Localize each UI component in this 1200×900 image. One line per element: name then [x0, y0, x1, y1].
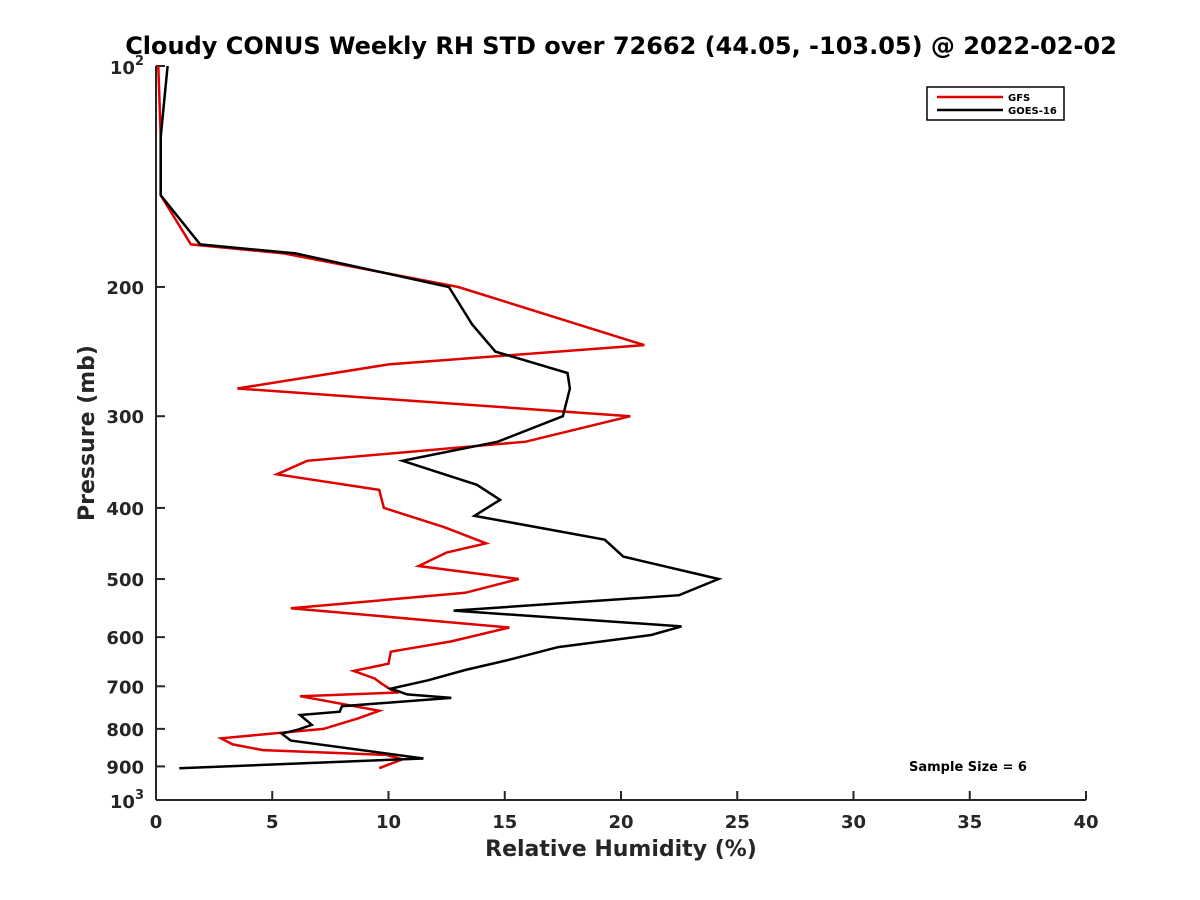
- x-tick-label: 35: [957, 812, 982, 833]
- x-tick-label: 5: [266, 812, 279, 833]
- x-tick-label: 15: [492, 812, 517, 833]
- sample-size-annotation: Sample Size = 6: [909, 760, 1027, 775]
- x-tick-label: 30: [841, 812, 866, 833]
- y-tick-label: 900: [106, 757, 144, 778]
- x-axis-label: Relative Humidity (%): [485, 837, 757, 862]
- chart-title: Cloudy CONUS Weekly RH STD over 72662 (4…: [125, 32, 1117, 60]
- legend-label-gfs: GFS: [1008, 93, 1030, 104]
- plot-area: 0 5 10 15 20 25 30 35 40 10220030040050060070080…: [106, 54, 1098, 833]
- y-tick-label: 700: [106, 677, 144, 698]
- y-tick-label: 200: [106, 278, 144, 299]
- y-tick-label-exponent: 3: [135, 788, 144, 803]
- y-tick-label: 500: [106, 570, 144, 591]
- x-tick-label: 0: [150, 812, 163, 833]
- x-tick-label: 10: [376, 812, 401, 833]
- y-tick-label-base: 10: [110, 58, 135, 79]
- legend-label-goes-16: GOES-16: [1008, 106, 1057, 117]
- y-tick-label: 600: [106, 628, 144, 649]
- y-tick-label-power: 102: [110, 54, 144, 79]
- legend-box: [926, 86, 1065, 121]
- series-line-gfs: [157, 65, 645, 770]
- y-tick-label: 300: [106, 407, 144, 428]
- x-tick-label: 40: [1073, 812, 1098, 833]
- y-tick-label-power: 103: [110, 788, 144, 813]
- y-tick-label-base: 10: [110, 792, 135, 813]
- y-tick-label-exponent: 2: [135, 54, 144, 69]
- legend: GFS GOES-16: [926, 86, 1065, 121]
- series-line-goes-16: [159, 65, 723, 770]
- y-axis-label: Pressure (mb): [75, 345, 100, 521]
- y-tick-label: 400: [106, 499, 144, 520]
- x-axis-ticks: 0 5 10 15 20 25 30 35 40: [150, 791, 1099, 833]
- x-tick-label: 25: [725, 812, 750, 833]
- y-tick-label: 800: [106, 720, 144, 741]
- series-lines: [157, 65, 723, 770]
- x-tick-label: 20: [608, 812, 633, 833]
